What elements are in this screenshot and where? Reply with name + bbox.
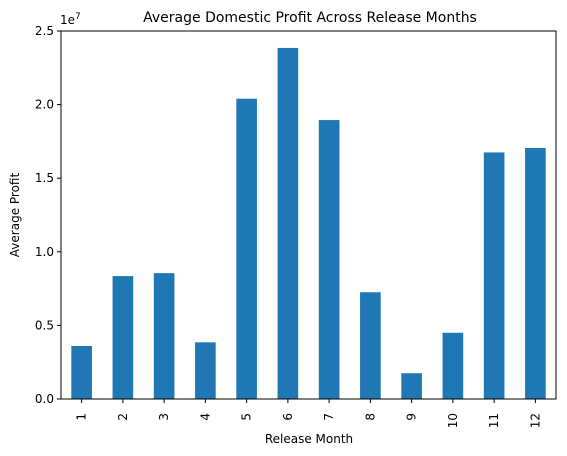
x-tick-label: 8 [363,413,377,421]
bar-month-6 [278,48,299,399]
bar-month-10 [443,333,464,399]
bar-month-8 [360,292,381,399]
bar-month-4 [195,342,216,399]
x-tick-label: 10 [446,413,460,428]
y-tick-label: 1.5 [35,171,54,185]
bar-month-2 [113,276,134,399]
x-tick-label: 2 [116,413,130,421]
y-tick-label: 0.5 [35,318,54,332]
bar-month-7 [319,120,340,399]
x-tick-label: 12 [528,413,542,428]
x-tick-label: 7 [322,413,336,421]
x-tick-label: 11 [487,413,501,428]
bar-month-12 [525,148,546,399]
plot-frame [61,31,556,399]
x-tick-label: 9 [405,413,419,421]
y-axis-label: Average Profit [8,173,22,258]
chart-title: Average Domestic Profit Across Release M… [143,10,477,26]
y-axis-ticks: 0.0 0.5 1.0 1.5 2.0 2.5 [35,24,61,406]
bar-month-5 [236,99,257,399]
y-tick-label: 1.0 [35,245,54,259]
y-axis-offset-label: 1e7 [60,12,81,27]
bar-month-1 [71,346,92,399]
y-tick-label: 2.0 [35,98,54,112]
x-axis-label: Release Month [265,432,353,446]
y-tick-label: 2.5 [35,24,54,38]
bar-month-3 [154,273,175,399]
y-tick-label: 0.0 [35,392,54,406]
bar-month-9 [401,373,422,399]
x-axis-ticks: 1 2 3 4 5 6 7 8 9 10 11 12 [75,399,543,428]
y-offset-mantissa: 1e [60,13,75,27]
x-tick-label: 3 [157,413,171,421]
y-offset-exponent: 7 [75,12,81,22]
x-tick-label: 6 [281,413,295,421]
bar-month-11 [484,152,505,399]
x-tick-label: 5 [240,413,254,421]
x-tick-label: 4 [198,413,212,421]
bars-group [71,48,545,399]
x-tick-label: 1 [75,413,89,421]
